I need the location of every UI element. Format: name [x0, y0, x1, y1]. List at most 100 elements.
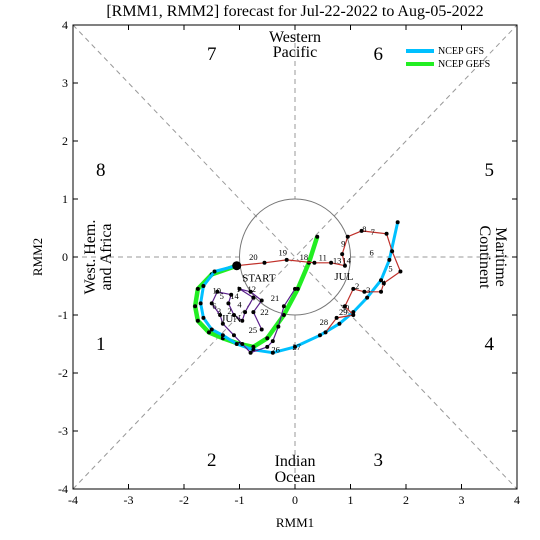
day-label-july: 4 — [382, 278, 387, 288]
day-label-june: 3 — [217, 306, 221, 316]
region-label-bottom: Indian — [275, 453, 316, 470]
series-point-june — [248, 350, 253, 355]
series-point-june — [229, 292, 234, 297]
x-axis-label: RMM1 — [276, 515, 314, 530]
series-point-july — [351, 313, 356, 317]
day-label-july: 3 — [366, 285, 370, 295]
series-point-july — [284, 257, 289, 262]
series-point-ncep-gfs — [387, 257, 392, 262]
region-label-top: Western — [269, 29, 321, 46]
series-line-july — [236, 230, 402, 333]
x-tick-label: 1 — [348, 493, 354, 507]
y-axis-label: RMM2 — [30, 238, 45, 276]
x-tick-label: -1 — [235, 493, 245, 507]
series-point-ncep-gfs — [212, 269, 217, 274]
annotations: START JUN JUL — [221, 261, 354, 325]
day-label-july: 9 — [341, 239, 345, 249]
series-point-ncep-gfs — [220, 333, 225, 338]
series-point-june — [220, 321, 225, 326]
series-point-june — [259, 327, 264, 332]
chart-title: [RMM1, RMM2] forecast for Jul-22-2022 to… — [106, 3, 483, 20]
series-point-july — [312, 260, 317, 265]
x-tick-label: 3 — [459, 493, 465, 507]
series-point-june — [276, 324, 281, 329]
day-label-june: 25 — [249, 325, 258, 335]
legend-label-gefs: NCEP GEFS — [438, 59, 490, 70]
day-label-june: 28 — [320, 317, 329, 327]
series-point-ncep-gefs — [281, 313, 286, 317]
phase-guides — [72, 24, 518, 490]
series-point-june — [248, 289, 253, 294]
series-point-june — [215, 289, 220, 294]
series-point-ncep-gefs — [265, 336, 270, 341]
day-label-july: 14 — [342, 255, 351, 265]
day-label-june: 4 — [237, 299, 242, 309]
series-point-ncep-gfs — [198, 301, 203, 306]
day-label-july: 18 — [300, 252, 309, 262]
legend: NCEP GFS NCEP GEFS — [406, 46, 490, 70]
y-tick-label: 3 — [62, 76, 68, 90]
series-point-june — [251, 295, 256, 300]
y-tick-label: -4 — [58, 482, 68, 496]
day-label-june: 21 — [271, 293, 280, 303]
day-label-july: 7 — [371, 227, 375, 237]
series-point-july — [398, 269, 403, 274]
x-tick-label: -3 — [124, 493, 134, 507]
series-point-ncep-gefs — [195, 286, 200, 291]
series-point-ncep-gfs — [234, 342, 239, 346]
series-point-june — [231, 333, 236, 338]
series-point-july — [340, 252, 345, 257]
series-point-july — [384, 231, 389, 236]
day-label-july: 11 — [319, 252, 327, 262]
start-point-marker — [232, 261, 242, 271]
y-tick-label: 4 — [62, 18, 68, 32]
y-tick-label: 0 — [62, 250, 68, 264]
series-point-july — [345, 234, 350, 239]
y-tick-label: -2 — [58, 366, 68, 380]
day-label-july: 2 — [355, 281, 359, 291]
diagonal-guide — [72, 24, 518, 490]
series-point-ncep-gfs — [209, 327, 214, 332]
series-point-july — [379, 289, 384, 294]
day-label-june: 26 — [271, 345, 280, 355]
day-label-june: 6 — [212, 301, 216, 311]
series-point-ncep-gefs — [295, 286, 300, 291]
series-point-june — [231, 313, 236, 317]
series-point-july — [342, 304, 347, 309]
region-label-bottom: Ocean — [275, 469, 316, 486]
series-point-june — [240, 342, 245, 346]
region-label-left: and Africa — [98, 223, 115, 290]
month-label-jun: JUN — [221, 313, 241, 325]
day-label-june: 12 — [247, 284, 256, 294]
phase-label: 2 — [207, 450, 217, 471]
series-point-july — [359, 228, 364, 233]
phase-label: 3 — [374, 450, 384, 471]
series-point-ncep-gefs — [193, 304, 198, 309]
day-label-june: 27 — [292, 342, 301, 352]
series-point-ncep-gfs — [365, 295, 370, 300]
start-label: START — [242, 272, 276, 284]
series-point-july — [334, 315, 339, 320]
phase-label: 4 — [485, 334, 495, 355]
series-line-ncep-gfs — [199, 221, 400, 355]
series-point-ncep-gfs — [317, 333, 322, 338]
series-point-ncep-gefs — [315, 234, 320, 239]
series-point-ncep-gfs — [337, 321, 342, 326]
series-point-july — [342, 263, 347, 268]
series-point-july — [390, 249, 395, 254]
series-point-july — [381, 281, 386, 286]
series-point-july — [362, 289, 367, 294]
series-point-june — [209, 301, 214, 306]
series-point-ncep-gfs — [201, 284, 206, 288]
series-point-july — [351, 286, 356, 291]
y-tick-label: -3 — [58, 424, 68, 438]
month-label-jul: JUL — [334, 271, 353, 283]
series-point-june — [226, 301, 231, 306]
day-label-july: 8 — [362, 224, 366, 234]
y-tick-label: 1 — [62, 192, 68, 206]
series-point-ncep-gefs — [206, 330, 211, 335]
unit-circle — [239, 198, 351, 316]
